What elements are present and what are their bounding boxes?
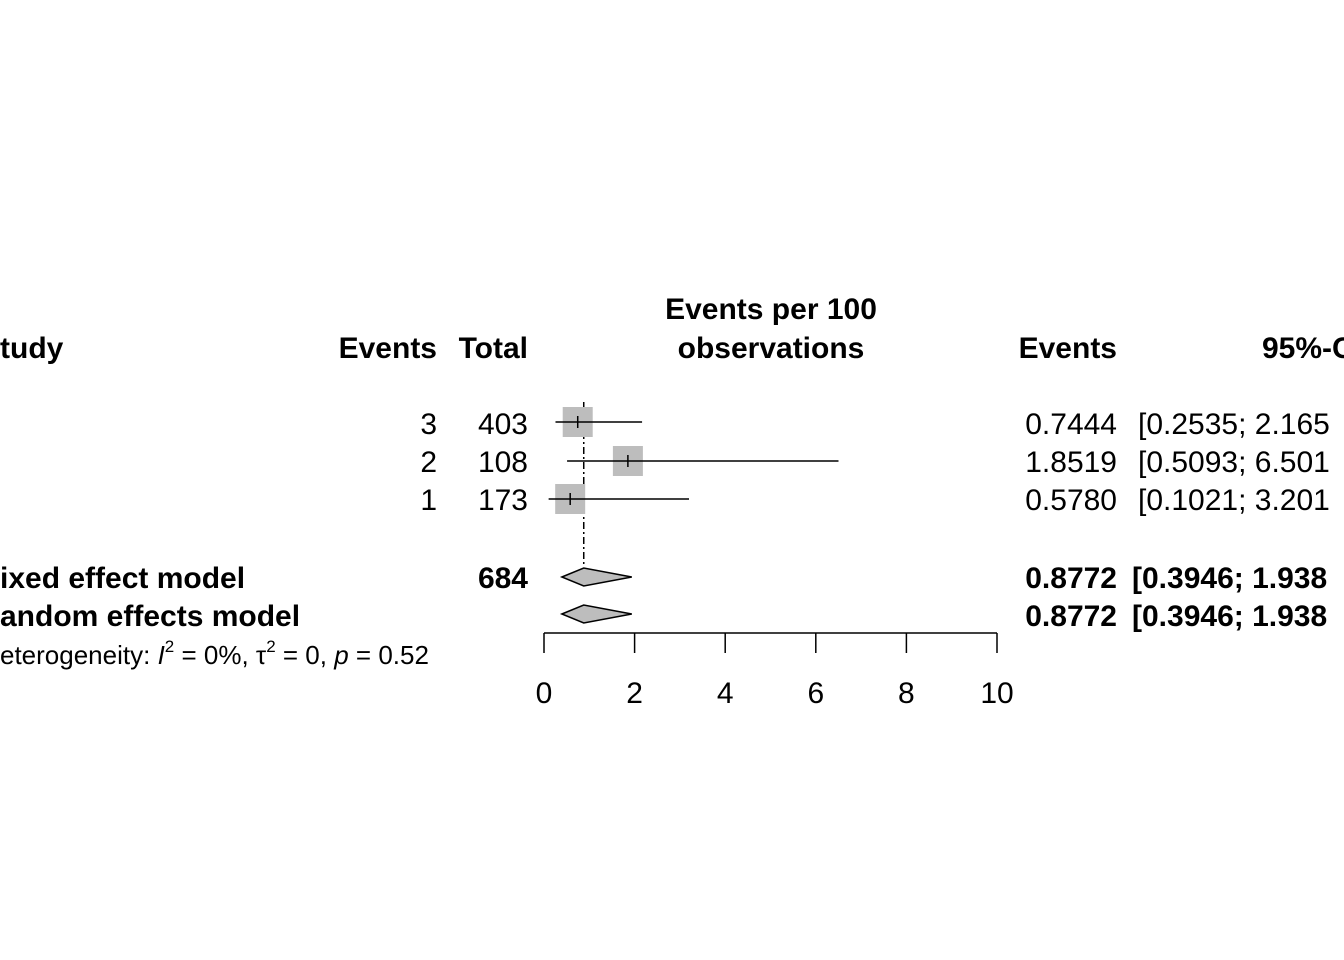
plot-area: 0 2 4 6 8 10 <box>536 402 1014 710</box>
study-1-rate: 0.7444 <box>1025 408 1117 441</box>
header-rate: Events <box>1019 332 1117 365</box>
study-3-total: 173 <box>478 484 528 517</box>
x-tick-label-10: 10 <box>980 677 1013 710</box>
study-3-events: 1 <box>420 484 437 517</box>
study-1-total: 403 <box>478 408 528 441</box>
study-2-events: 2 <box>420 446 437 479</box>
random-model-diamond <box>559 604 632 624</box>
header-ci: 95%-C <box>1262 332 1344 365</box>
study-2-ci: [0.5093; 6.501 <box>1138 446 1330 479</box>
fixed-model-total: 684 <box>478 562 528 595</box>
x-tick-label-8: 8 <box>898 677 915 710</box>
study-2-rate: 1.8519 <box>1025 446 1117 479</box>
random-model-ci: [0.3946; 1.938 <box>1132 600 1327 633</box>
heterogeneity-text: eterogeneity: I2 = 0%, τ2 = 0, p = 0.52 <box>0 637 429 670</box>
header-plot-title-line2: observations <box>678 332 865 365</box>
x-tick-label-0: 0 <box>536 677 553 710</box>
header-events: Events <box>339 332 437 365</box>
study-1-events: 3 <box>420 408 437 441</box>
x-tick-label-4: 4 <box>717 677 734 710</box>
header-study: tudy <box>0 332 64 365</box>
fixed-model-rate: 0.8772 <box>1025 562 1117 595</box>
header-plot-title-line1: Events per 100 <box>665 293 877 326</box>
study-3-rate: 0.5780 <box>1025 484 1117 517</box>
x-tick-label-2: 2 <box>626 677 643 710</box>
fixed-model-diamond <box>559 567 632 587</box>
fixed-model-label: ixed effect model <box>0 562 245 595</box>
header-total: Total <box>459 332 528 365</box>
study-2-total: 108 <box>478 446 528 479</box>
fixed-model-ci: [0.3946; 1.938 <box>1132 562 1327 595</box>
study-3-ci: [0.1021; 3.201 <box>1138 484 1330 517</box>
x-tick-label-6: 6 <box>807 677 824 710</box>
study-1-ci: [0.2535; 2.165 <box>1138 408 1330 441</box>
random-model-label: andom effects model <box>0 600 300 633</box>
random-model-rate: 0.8772 <box>1025 600 1117 633</box>
